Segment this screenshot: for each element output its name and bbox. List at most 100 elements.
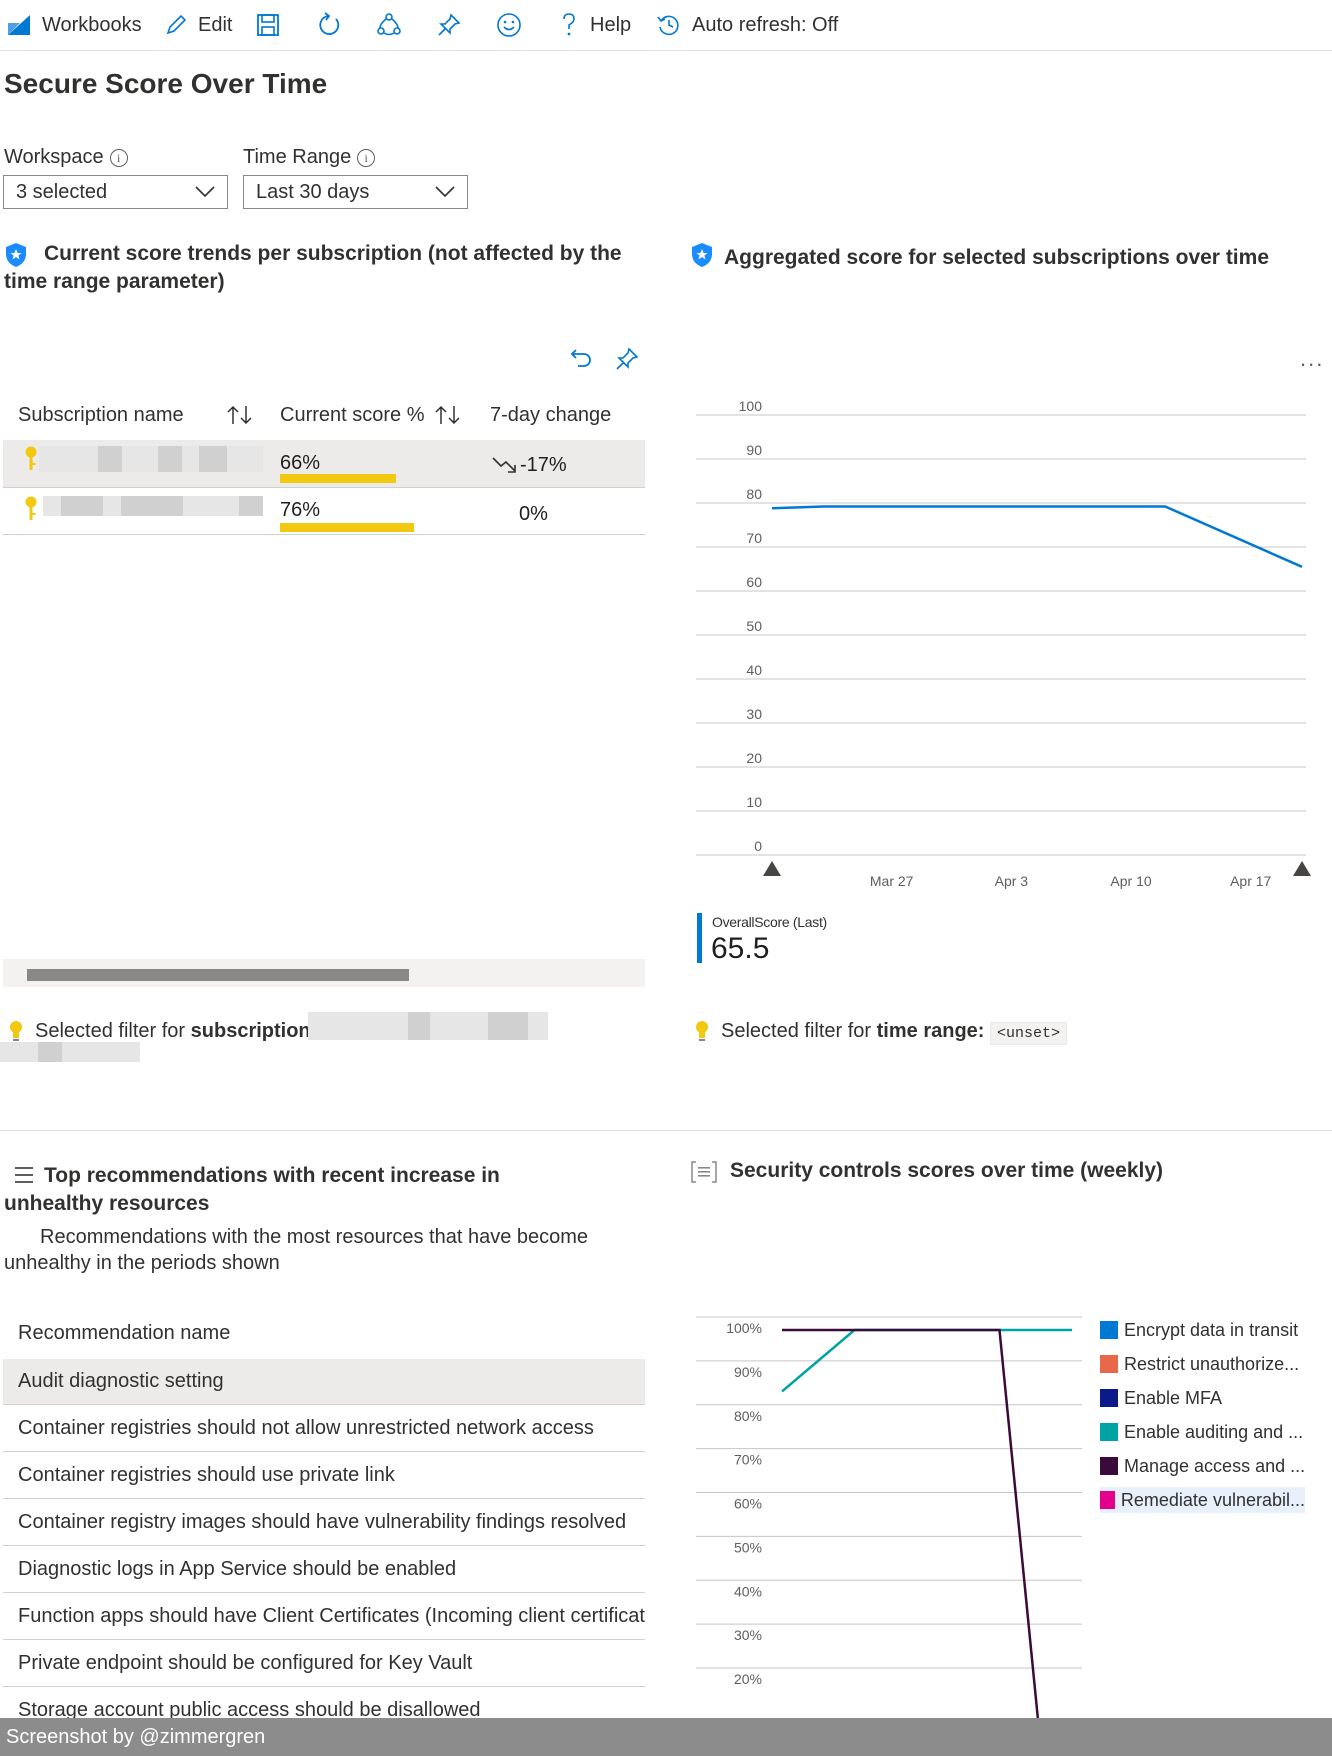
- change-value: 0%: [519, 503, 548, 525]
- stat-accent: [697, 913, 702, 963]
- key-icon: [25, 446, 37, 470]
- y-tick-label: 80: [746, 486, 762, 502]
- recommendations-description: Recommendations with the most resources …: [4, 1226, 589, 1274]
- horizontal-scrollbar[interactable]: [3, 959, 645, 987]
- notebook-icon: [691, 1161, 717, 1183]
- redacted-block: [488, 1012, 528, 1040]
- legend-label: Enable MFA: [1124, 1387, 1223, 1408]
- subscription-filter: Selected filter for subscription:: [35, 1020, 317, 1043]
- refresh-icon: [319, 12, 340, 35]
- legend-item[interactable]: Encrypt data in transit: [1100, 1317, 1298, 1343]
- filter-key: time range:: [876, 1020, 985, 1042]
- col-recommendation-name[interactable]: Recommendation name: [18, 1322, 231, 1344]
- trends-title: Current score trends per subscription (n…: [4, 242, 622, 293]
- auto-refresh-button[interactable]: Auto refresh: Off: [656, 12, 838, 38]
- toolbar: Workbooks Edit: [0, 0, 1332, 51]
- section-divider: [0, 1130, 1332, 1131]
- col-subscription-name[interactable]: Subscription name: [18, 404, 184, 426]
- page-title: Secure Score Over Time: [4, 68, 328, 99]
- y-tick-label: 20: [746, 750, 762, 766]
- redacted-block: [98, 446, 122, 472]
- legend-label: Manage access and ...: [1124, 1455, 1306, 1476]
- trend-down-icon: [492, 457, 516, 473]
- controls-title: Security controls scores over time (week…: [730, 1159, 1164, 1182]
- legend-item[interactable]: Restrict unauthorize...: [1100, 1351, 1299, 1377]
- table-row[interactable]: Container registry images should have vu…: [3, 1500, 645, 1546]
- x-tick-label: Mar 27: [870, 873, 914, 889]
- table-row[interactable]: 76% 0%: [3, 487, 645, 535]
- filter-key: subscription:: [190, 1020, 318, 1042]
- pin-button[interactable]: [436, 12, 472, 38]
- sort-icon[interactable]: [226, 404, 254, 426]
- legend-swatch: [1100, 1321, 1118, 1339]
- y-tick-label: 80%: [734, 1408, 762, 1424]
- scrollbar-thumb[interactable]: [27, 969, 409, 981]
- time-range-value: Last 30 days: [256, 180, 370, 203]
- y-tick-label: 60%: [734, 1496, 762, 1512]
- legend-item[interactable]: Remediate vulnerabil...: [1100, 1487, 1305, 1513]
- table-row[interactable]: Private endpoint should be configured fo…: [3, 1641, 645, 1687]
- key-icon: [25, 496, 37, 520]
- more-options-button[interactable]: ...: [1300, 346, 1325, 371]
- recommendations-title: Top recommendations with recent increase…: [4, 1164, 500, 1215]
- redacted-block: [121, 496, 183, 516]
- undo-icon[interactable]: [566, 346, 592, 372]
- pin-icon[interactable]: [614, 346, 640, 372]
- table-row[interactable]: Audit diagnostic setting: [3, 1359, 645, 1405]
- workbooks-button[interactable]: Workbooks: [6, 12, 142, 38]
- help-label: Help: [590, 13, 632, 36]
- y-tick-label: 50: [746, 618, 762, 634]
- col-7day-change[interactable]: 7-day change: [490, 404, 612, 426]
- help-button[interactable]: Help: [558, 12, 631, 38]
- refresh-button[interactable]: [316, 12, 352, 38]
- filter-prefix: Selected filter for: [35, 1020, 186, 1042]
- legend-swatch: [1100, 1457, 1118, 1475]
- share-button[interactable]: [376, 12, 412, 38]
- x-tick-label: Apr 17: [1230, 873, 1271, 889]
- legend-item[interactable]: Enable MFA: [1100, 1385, 1222, 1411]
- time-range-label: Time Range i: [243, 146, 376, 169]
- chevron-down-icon: [195, 186, 215, 198]
- legend-item[interactable]: Enable auditing and ...: [1100, 1419, 1303, 1445]
- workbooks-label: Workbooks: [42, 13, 142, 36]
- history-icon: [657, 15, 679, 36]
- workspace-dropdown[interactable]: 3 selected: [3, 175, 228, 209]
- sort-icon[interactable]: [434, 404, 462, 426]
- save-button[interactable]: [256, 12, 290, 38]
- info-icon[interactable]: i: [357, 148, 376, 167]
- y-tick-label: 40%: [734, 1583, 762, 1599]
- aggregated-line-chart: 0 10 20 30 40 50 60 70 80 90 100 Mar 27 Apr 3 Apr 10 A…: [696, 398, 1311, 889]
- legend-swatch: [1100, 1423, 1118, 1441]
- filter-value: <unset>: [990, 1022, 1068, 1045]
- redacted-block: [408, 1012, 430, 1040]
- series-line-overall-score: [771, 505, 1303, 568]
- save-icon: [257, 14, 279, 36]
- pin-icon: [438, 13, 461, 36]
- x-tick-label: Apr 3: [995, 873, 1029, 889]
- edit-label: Edit: [198, 13, 233, 36]
- shield-icon: [6, 243, 26, 267]
- table-row[interactable]: Diagnostic logs in App Service should be…: [3, 1547, 645, 1593]
- y-tick-label: 100%: [726, 1320, 762, 1336]
- table-row[interactable]: Function apps should have Client Certifi…: [3, 1594, 645, 1640]
- feedback-button[interactable]: [496, 12, 532, 38]
- y-tick-label: 50%: [734, 1539, 762, 1555]
- y-tick-label: 90%: [734, 1364, 762, 1380]
- legend-label: Enable auditing and ...: [1124, 1421, 1304, 1442]
- table-row[interactable]: 66% -17%: [3, 440, 645, 488]
- legend-swatch: [1100, 1389, 1118, 1407]
- legend-item[interactable]: Manage access and ...: [1100, 1453, 1305, 1479]
- table-row[interactable]: Container registries should use private …: [3, 1453, 645, 1499]
- info-icon[interactable]: i: [109, 148, 128, 167]
- score-bar: [280, 523, 414, 532]
- y-tick-label: 60: [746, 574, 762, 590]
- y-tick-label: 40: [746, 662, 762, 678]
- col-current-score[interactable]: Current score %: [280, 404, 425, 426]
- table-row[interactable]: Container registries should not allow un…: [3, 1406, 645, 1452]
- time-range-dropdown[interactable]: Last 30 days: [243, 175, 468, 209]
- edit-button[interactable]: Edit: [164, 12, 232, 38]
- workspace-label: Workspace i: [4, 146, 128, 169]
- workspace-value: 3 selected: [16, 180, 108, 203]
- share-icon: [377, 13, 401, 36]
- redacted-block: [61, 496, 103, 516]
